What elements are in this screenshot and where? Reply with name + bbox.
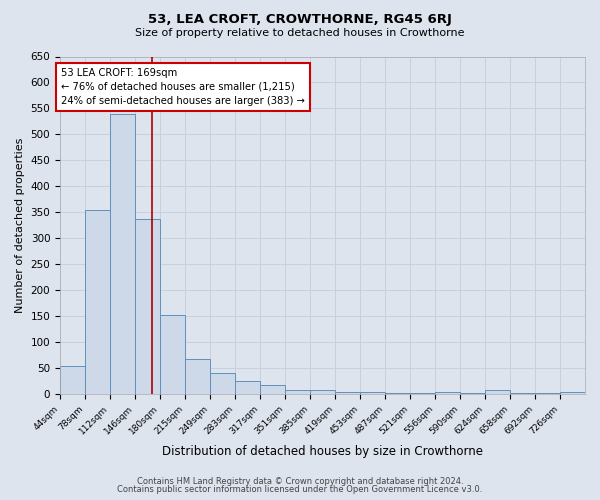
Bar — [60, 366, 85, 394]
Bar — [185, 359, 211, 394]
Text: Contains public sector information licensed under the Open Government Licence v3: Contains public sector information licen… — [118, 485, 482, 494]
Bar — [410, 393, 436, 394]
Bar — [460, 393, 485, 394]
Bar — [360, 392, 385, 394]
Bar — [85, 210, 110, 394]
Text: 53 LEA CROFT: 169sqm
← 76% of detached houses are smaller (1,215)
24% of semi-de: 53 LEA CROFT: 169sqm ← 76% of detached h… — [61, 68, 305, 106]
Bar — [135, 218, 160, 394]
Text: Size of property relative to detached houses in Crowthorne: Size of property relative to detached ho… — [135, 28, 465, 38]
Bar — [335, 392, 360, 394]
Bar — [310, 390, 335, 394]
Bar — [110, 114, 135, 394]
Bar — [560, 392, 585, 394]
Bar — [285, 390, 310, 394]
Text: 53, LEA CROFT, CROWTHORNE, RG45 6RJ: 53, LEA CROFT, CROWTHORNE, RG45 6RJ — [148, 12, 452, 26]
Bar — [160, 315, 185, 394]
Bar — [436, 392, 460, 394]
Bar — [211, 372, 235, 394]
Bar — [485, 390, 510, 394]
Y-axis label: Number of detached properties: Number of detached properties — [15, 138, 25, 313]
X-axis label: Distribution of detached houses by size in Crowthorne: Distribution of detached houses by size … — [162, 444, 483, 458]
Bar — [535, 393, 560, 394]
Text: Contains HM Land Registry data © Crown copyright and database right 2024.: Contains HM Land Registry data © Crown c… — [137, 477, 463, 486]
Bar — [385, 393, 410, 394]
Bar — [235, 382, 260, 394]
Bar — [260, 385, 285, 394]
